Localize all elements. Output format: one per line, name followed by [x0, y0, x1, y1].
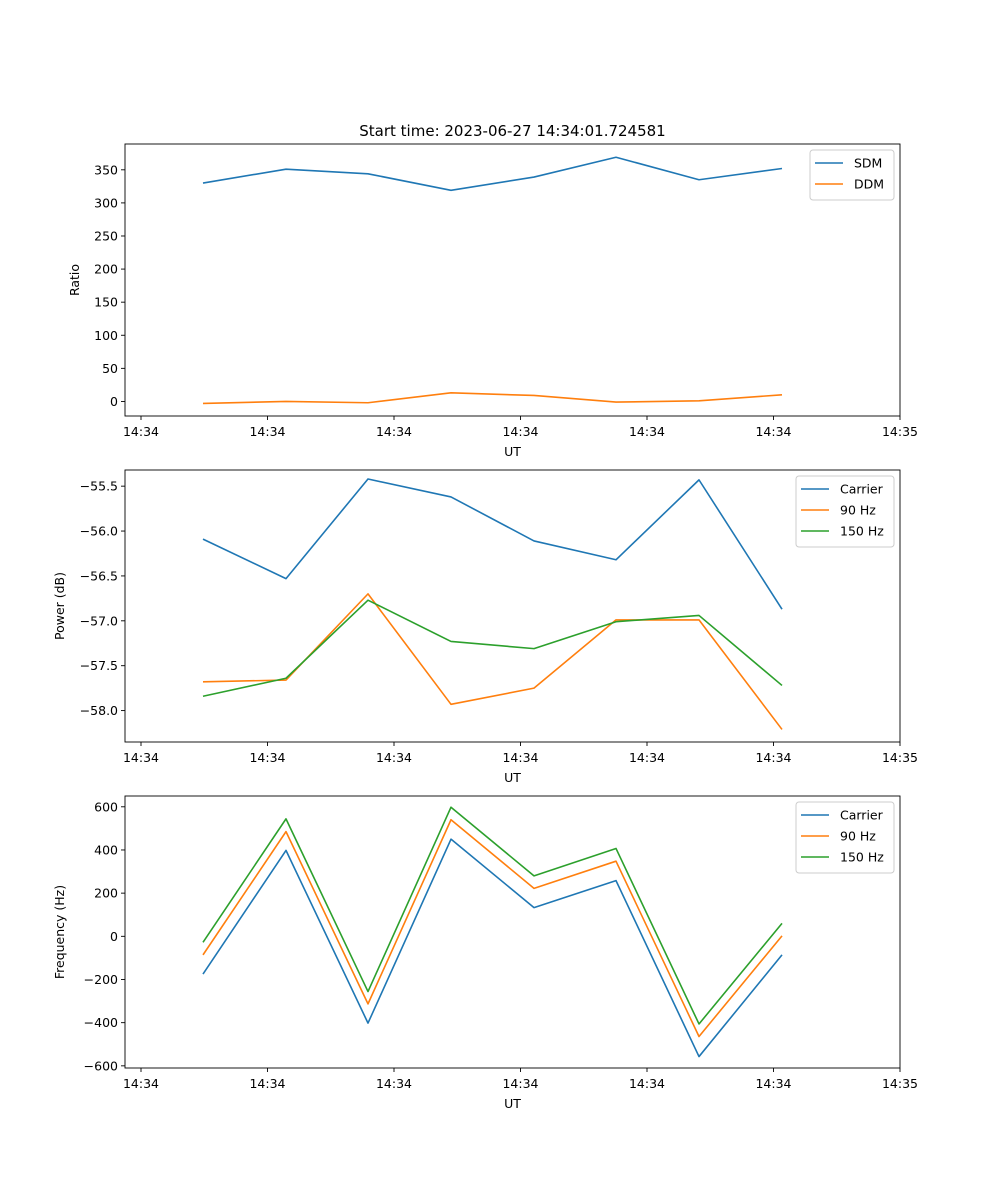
series-line-150-hz	[202, 806, 783, 1025]
x-axis-label: UT	[504, 1096, 521, 1111]
legend: SDM DDM	[809, 149, 895, 201]
legend-label: DDM	[854, 177, 884, 192]
axes-frame	[124, 469, 901, 743]
x-axis-label: UT	[504, 444, 521, 459]
x-tick-label: 14:34	[502, 1076, 538, 1091]
x-tick-label: 14:35	[882, 1076, 918, 1091]
y-tick-label: −400	[84, 1015, 118, 1030]
y-tick-label: 50	[102, 361, 118, 376]
x-tick-label: 14:35	[882, 424, 918, 439]
legend-label: 90 Hz	[840, 503, 876, 518]
x-tick-label: 14:34	[123, 1076, 159, 1091]
y-tick-label: −57.5	[80, 658, 118, 673]
legend-label: 150 Hz	[840, 850, 884, 865]
legend-frame	[795, 801, 895, 874]
panels: 14:34 14:34 14:34 14:34 14:34 14:34 14:35 0 50 10…	[52, 143, 918, 1111]
chart-panel-2: 14:34 14:34 14:34 14:34 14:34 14:34 14:35 −58.0…	[52, 469, 918, 785]
series-line-carrier	[202, 478, 783, 610]
legend-label: SDM	[854, 156, 882, 171]
x-tick-label: 14:34	[123, 424, 159, 439]
y-axis-label: Power (dB)	[52, 572, 67, 640]
y-axis-label: Ratio	[67, 264, 82, 296]
legend-label: 150 Hz	[840, 524, 884, 539]
series-line-sdm	[202, 156, 783, 192]
y-tick-label: 400	[94, 842, 118, 857]
y-tick-label: −55.5	[80, 479, 118, 494]
x-tick-label: 14:34	[502, 750, 538, 765]
series-line-150-hz	[202, 599, 783, 698]
y-tick-label: −57.0	[80, 613, 118, 628]
x-tick-label: 14:34	[629, 1076, 665, 1091]
y-axis-label: Frequency (Hz)	[52, 885, 67, 979]
y-tick-label: 300	[94, 195, 118, 210]
x-tick-label: 14:34	[755, 424, 791, 439]
y-tick-label: −56.0	[80, 524, 118, 539]
y-tick-label: 0	[110, 394, 118, 409]
y-tick-label: 200	[94, 262, 118, 277]
x-tick-label: 14:34	[249, 424, 285, 439]
y-tick-label: 100	[94, 328, 118, 343]
y-tick-label: −600	[84, 1058, 118, 1073]
y-tick-label: −200	[84, 972, 118, 987]
y-tick-label: −58.0	[80, 703, 118, 718]
legend: Carrier 90 Hz 150 Hz	[795, 475, 895, 548]
series-line-carrier	[202, 838, 783, 1058]
chart-panel-1: 14:34 14:34 14:34 14:34 14:34 14:34 14:35 0 50 10…	[67, 143, 918, 459]
x-tick-label: 14:34	[629, 750, 665, 765]
y-tick-label: 600	[94, 799, 118, 814]
x-tick-label: 14:34	[249, 750, 285, 765]
x-tick-label: 14:34	[123, 750, 159, 765]
x-tick-label: 14:34	[755, 1076, 791, 1091]
legend-label: Carrier	[840, 808, 884, 823]
legend-label: Carrier	[840, 482, 884, 497]
x-tick-label: 14:34	[502, 424, 538, 439]
y-tick-label: 250	[94, 228, 118, 243]
x-tick-label: 14:34	[376, 1076, 412, 1091]
series-line-90-hz	[202, 593, 783, 730]
y-tick-label: 350	[94, 162, 118, 177]
x-tick-label: 14:34	[755, 750, 791, 765]
x-tick-label: 14:34	[376, 424, 412, 439]
y-tick-label: 200	[94, 886, 118, 901]
x-tick-label: 14:34	[249, 1076, 285, 1091]
legend-label: 90 Hz	[840, 829, 876, 844]
legend: Carrier 90 Hz 150 Hz	[795, 801, 895, 874]
series-line-ddm	[202, 392, 783, 405]
y-tick-label: 0	[110, 929, 118, 944]
figure-title: Start time: 2023-06-27 14:34:01.724581	[359, 122, 665, 140]
y-tick-label: 150	[94, 295, 118, 310]
y-tick-label: −56.5	[80, 568, 118, 583]
series-line-90-hz	[202, 818, 783, 1038]
axes-frame	[124, 143, 901, 417]
legend-frame	[795, 475, 895, 548]
x-tick-label: 14:34	[376, 750, 412, 765]
chart-panel-3: 14:34 14:34 14:34 14:34 14:34 14:34 14:35 −600 −…	[52, 795, 918, 1111]
axes-frame	[124, 795, 901, 1069]
x-tick-label: 14:35	[882, 750, 918, 765]
x-axis-label: UT	[504, 770, 521, 785]
x-tick-label: 14:34	[629, 424, 665, 439]
